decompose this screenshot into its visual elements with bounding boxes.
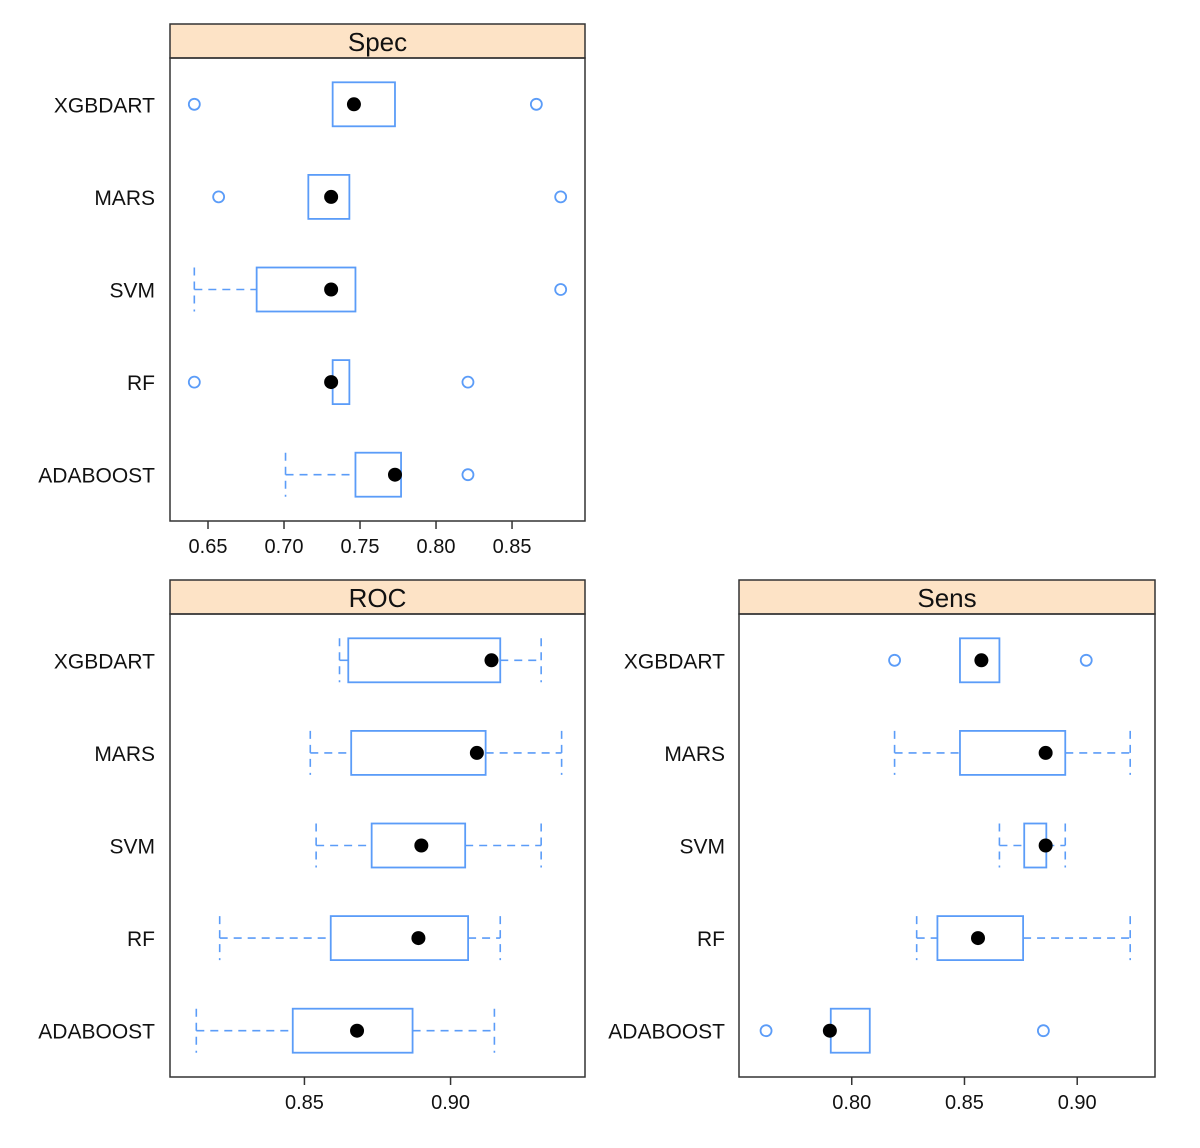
category-label: SVM <box>679 836 725 859</box>
outlier-point <box>461 468 475 482</box>
median-dot <box>1038 838 1053 853</box>
panel-frame <box>169 613 586 1078</box>
panel-roc: ROC XGBDART MARS SVM RF ADABOOST 0.85 0.90 <box>38 579 586 1114</box>
outlier-point <box>187 97 201 111</box>
outlier-point <box>554 283 568 296</box>
outlier-point <box>529 97 543 111</box>
box-iqr <box>329 915 469 961</box>
category-label: ADABOOST <box>38 465 155 488</box>
box-iqr <box>331 81 396 128</box>
category-label: RF <box>127 372 155 395</box>
panel-title: Spec <box>348 27 407 57</box>
category-label: RF <box>697 928 725 951</box>
x-tick-label: 0.80 <box>417 536 456 558</box>
outlier-point <box>461 375 475 389</box>
box-xgbdart <box>888 637 1093 684</box>
median-dot <box>1038 745 1053 760</box>
box-iqr <box>959 637 1001 684</box>
panel-sens: Sens XGBDART MARS SVM RF ADABOOST 0.80 0.85 0.90 <box>608 579 1156 1114</box>
category-label: ADABOOST <box>608 1021 725 1044</box>
x-tick-label: 0.65 <box>189 536 228 558</box>
outlier-point <box>1036 1024 1050 1038</box>
box-svm <box>998 822 1067 869</box>
box-mars <box>309 730 563 776</box>
box-rf <box>218 915 502 961</box>
box-iqr <box>959 730 1067 776</box>
panel-frame <box>738 613 1156 1078</box>
outlier-point <box>212 190 226 204</box>
category-label: SVM <box>109 280 155 303</box>
box-adaboost <box>284 451 475 498</box>
median-dot <box>346 97 361 112</box>
box-iqr <box>370 822 467 869</box>
box-adaboost <box>195 1007 496 1054</box>
x-tick-label: 0.80 <box>832 1092 871 1114</box>
x-tick-label: 0.85 <box>493 536 532 558</box>
x-tick-label: 0.90 <box>1058 1092 1097 1114</box>
median-dot <box>484 653 499 668</box>
category-label: RF <box>127 928 155 951</box>
category-label: ADABOOST <box>38 1021 155 1044</box>
median-dot <box>822 1023 837 1038</box>
box-iqr <box>936 915 1024 961</box>
box-iqr <box>291 1007 414 1054</box>
median-dot <box>974 653 989 668</box>
box-svm <box>193 266 568 313</box>
box-mars <box>212 173 568 220</box>
box-iqr <box>350 730 487 776</box>
box-rf <box>187 359 475 406</box>
category-label: SVM <box>109 836 155 859</box>
median-dot <box>324 375 339 390</box>
panel-title: Sens <box>917 583 976 613</box>
box-rf <box>915 915 1131 961</box>
panel-title: ROC <box>349 583 407 613</box>
category-label: XGBDART <box>624 650 725 673</box>
panel-strip <box>738 579 1156 615</box>
box-adaboost <box>759 1007 1050 1054</box>
category-label: XGBDART <box>54 94 155 117</box>
box-xgbdart <box>338 637 542 684</box>
panel-frame <box>169 57 586 522</box>
median-dot <box>469 745 484 760</box>
box-svm <box>315 822 542 869</box>
box-mars <box>893 730 1131 776</box>
median-dot <box>411 931 426 946</box>
box-iqr <box>255 266 357 313</box>
panel-strip <box>169 23 586 59</box>
median-dot <box>324 189 339 204</box>
outlier-point <box>554 190 568 204</box>
x-tick-label: 0.85 <box>285 1092 324 1114</box>
median-dot <box>414 838 429 853</box>
x-tick-label: 0.70 <box>265 536 304 558</box>
outlier-point <box>759 1024 773 1038</box>
median-dot <box>387 467 402 482</box>
box-iqr <box>347 637 502 684</box>
x-tick-label: 0.85 <box>945 1092 984 1114</box>
outlier-point <box>187 375 201 389</box>
category-label: XGBDART <box>54 650 155 673</box>
panel-strip <box>169 579 586 615</box>
panel-spec: Spec XGBDART MARS SVM RF ADABOOST 0.65 0.70 0.75… <box>38 23 586 558</box>
category-label: MARS <box>94 187 155 210</box>
outlier-point <box>888 653 901 667</box>
box-xgbdart <box>187 81 543 128</box>
category-label: MARS <box>94 743 155 766</box>
category-label: MARS <box>664 743 725 766</box>
median-dot <box>350 1023 365 1038</box>
x-tick-label: 0.90 <box>431 1092 470 1114</box>
x-tick-label: 0.75 <box>341 536 380 558</box>
median-dot <box>971 931 986 946</box>
outlier-point <box>1079 653 1093 667</box>
box-iqr <box>307 173 351 220</box>
median-dot <box>324 282 339 297</box>
